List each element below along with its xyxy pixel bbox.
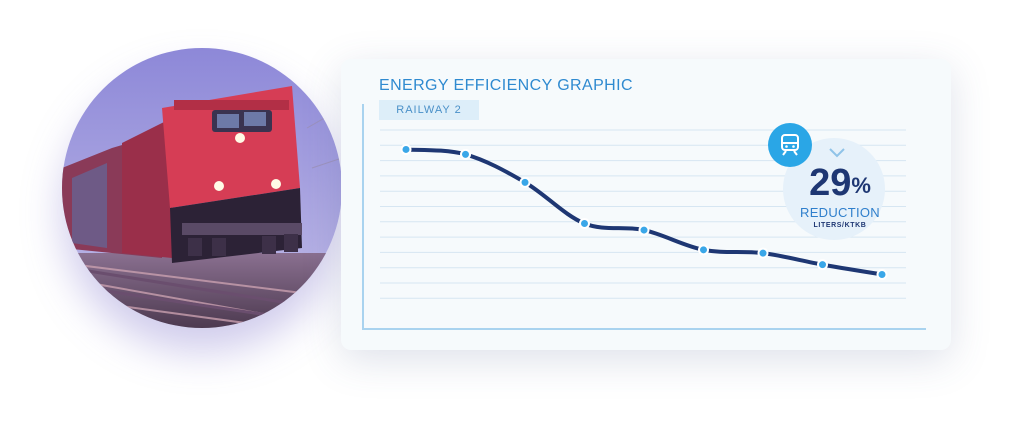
train-icon — [781, 134, 799, 156]
chevron-down-icon — [829, 148, 845, 158]
series-points — [400, 143, 888, 281]
reduction-unit: LITERS/KTKB — [813, 222, 867, 229]
data-point — [876, 269, 888, 281]
train-badge — [768, 123, 812, 167]
data-point — [579, 218, 590, 229]
chart-title: ENERGY EFFICIENCY GRAPHIC — [379, 77, 633, 94]
data-point — [698, 244, 709, 256]
data-point — [757, 247, 769, 259]
data-point — [460, 148, 471, 160]
data-point — [817, 259, 828, 271]
locomotive-photo — [62, 48, 342, 328]
data-point — [519, 176, 531, 188]
reduction-number: 29 — [809, 162, 852, 204]
data-point — [400, 143, 412, 155]
reduction-label: REDUCTION — [800, 205, 880, 220]
percent-sign: % — [851, 173, 871, 198]
data-point — [638, 224, 650, 236]
reduction-value: 29% — [800, 163, 880, 203]
railway-badge: RAILWAY 2 — [379, 100, 479, 120]
